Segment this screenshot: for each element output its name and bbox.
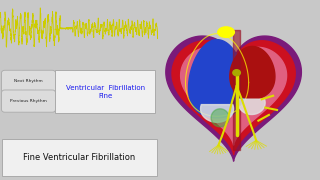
Ellipse shape bbox=[233, 70, 240, 76]
FancyBboxPatch shape bbox=[55, 70, 155, 113]
Text: Previous Rhythm: Previous Rhythm bbox=[10, 99, 47, 103]
Polygon shape bbox=[238, 99, 265, 114]
Polygon shape bbox=[233, 30, 240, 150]
Polygon shape bbox=[211, 109, 229, 127]
Polygon shape bbox=[166, 36, 301, 161]
Text: Next Rhythm: Next Rhythm bbox=[14, 79, 43, 83]
Polygon shape bbox=[201, 105, 234, 122]
Polygon shape bbox=[180, 47, 287, 145]
Polygon shape bbox=[188, 40, 246, 118]
Polygon shape bbox=[172, 41, 295, 155]
Ellipse shape bbox=[218, 27, 234, 37]
Text: Fine Ventricular Fibrillation: Fine Ventricular Fibrillation bbox=[23, 153, 135, 162]
FancyBboxPatch shape bbox=[2, 139, 157, 176]
Text: Ventricular  Fibrillation
Fine: Ventricular Fibrillation Fine bbox=[66, 85, 145, 99]
Polygon shape bbox=[230, 46, 275, 99]
FancyBboxPatch shape bbox=[2, 70, 55, 93]
FancyBboxPatch shape bbox=[2, 90, 55, 112]
